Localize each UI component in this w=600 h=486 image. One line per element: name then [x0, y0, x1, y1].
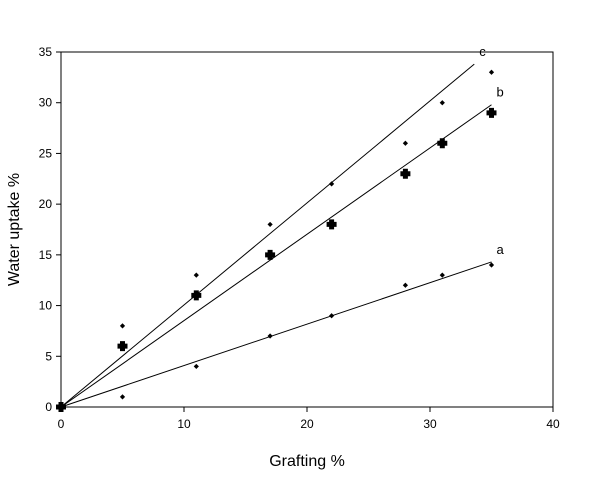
data-point-c [402, 140, 408, 146]
y-tick-label: 15 [39, 248, 53, 262]
series-label-c: c [479, 44, 486, 59]
x-tick-label: 30 [423, 417, 437, 431]
y-tick-label: 30 [39, 96, 53, 110]
y-tick-label: 10 [39, 299, 53, 313]
data-point-c [193, 272, 199, 278]
y-axis-title: Water uptake % [6, 173, 23, 286]
x-tick-label: 20 [300, 417, 314, 431]
fit-line-a [60, 261, 492, 408]
data-point-b [191, 290, 202, 301]
data-point-b [486, 107, 497, 118]
data-point-c [488, 69, 495, 75]
y-tick-label: 35 [39, 45, 53, 59]
data-point-b [400, 168, 411, 179]
chart-labels: Grafting % Water uptake % a b c [6, 44, 505, 470]
data-point-b [326, 219, 337, 230]
x-axis-title: Grafting % [269, 453, 345, 470]
data-markers [56, 69, 497, 412]
x-tick-label: 10 [177, 417, 191, 431]
series-label-b: b [497, 85, 504, 100]
data-point-a [267, 333, 273, 339]
y-tick-label: 20 [39, 197, 53, 211]
plot-area: 0 10 20 30 40 0 5 10 15 20 25 30 35 [39, 45, 560, 431]
data-point-a [329, 313, 335, 319]
data-point-c [439, 100, 445, 106]
series-label-a: a [497, 242, 505, 257]
data-point-c [329, 181, 335, 187]
data-point-a [402, 282, 408, 288]
data-point-a [488, 262, 495, 268]
y-tick-label: 5 [45, 349, 52, 363]
data-point-a [193, 363, 199, 370]
fit-lines [60, 63, 492, 408]
y-tick-label: 0 [45, 400, 52, 414]
x-tick-label: 0 [58, 417, 65, 431]
x-tick-label: 40 [546, 417, 560, 431]
plot-frame [60, 51, 554, 408]
fit-line-b [60, 104, 492, 408]
data-point-b [437, 138, 448, 149]
fit-line-c [60, 63, 475, 408]
data-point-c [267, 221, 273, 228]
data-point-b [265, 249, 276, 260]
data-point-c [58, 404, 64, 410]
data-point-a [119, 394, 126, 400]
data-point-c [119, 323, 126, 329]
data-point-b [117, 341, 128, 352]
data-point-a [439, 272, 445, 278]
y-tick-label: 25 [39, 146, 53, 160]
